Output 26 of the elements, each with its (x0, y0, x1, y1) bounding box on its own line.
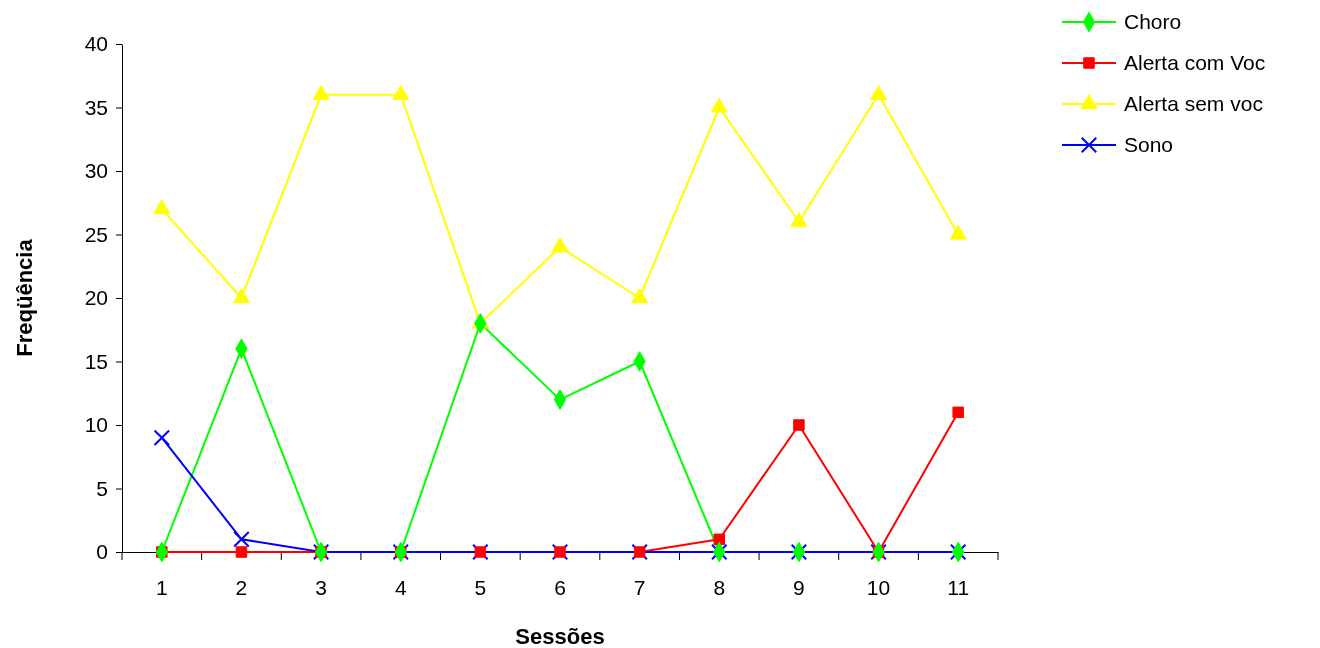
legend-label: Sono (1124, 133, 1174, 156)
x-tick-label: 2 (235, 575, 248, 599)
x-tick-label: 9 (793, 575, 805, 599)
x-tick-label: 1 (155, 575, 168, 599)
y-tick-label: 35 (84, 95, 108, 119)
y-tick-label: 15 (84, 349, 108, 373)
y-tick-label: 5 (96, 476, 108, 500)
legend-label: Choro (1124, 10, 1182, 33)
x-axis-title: Sessões (515, 624, 605, 648)
y-tick-label: 10 (84, 413, 108, 437)
y-tick-label: 20 (84, 286, 108, 310)
x-tick-label: 6 (554, 575, 566, 599)
x-tick-label: 11 (947, 575, 970, 599)
y-tick-label: 25 (84, 222, 108, 246)
y-tick-label: 40 (84, 32, 108, 56)
legend-label: Alerta sem voc (1124, 92, 1263, 115)
x-tick-label: 3 (315, 575, 327, 599)
x-tick-label: 8 (713, 575, 726, 599)
y-tick-label: 0 (96, 540, 108, 564)
y-tick-label: 30 (84, 159, 108, 183)
y-axis-title: Freqüência (12, 238, 37, 357)
legend-label: Alerta com Voc (1124, 51, 1266, 74)
x-tick-label: 4 (394, 575, 407, 599)
x-tick-label: 10 (866, 575, 891, 599)
x-tick-label: 5 (474, 575, 487, 599)
x-tick-label: 7 (633, 575, 646, 599)
